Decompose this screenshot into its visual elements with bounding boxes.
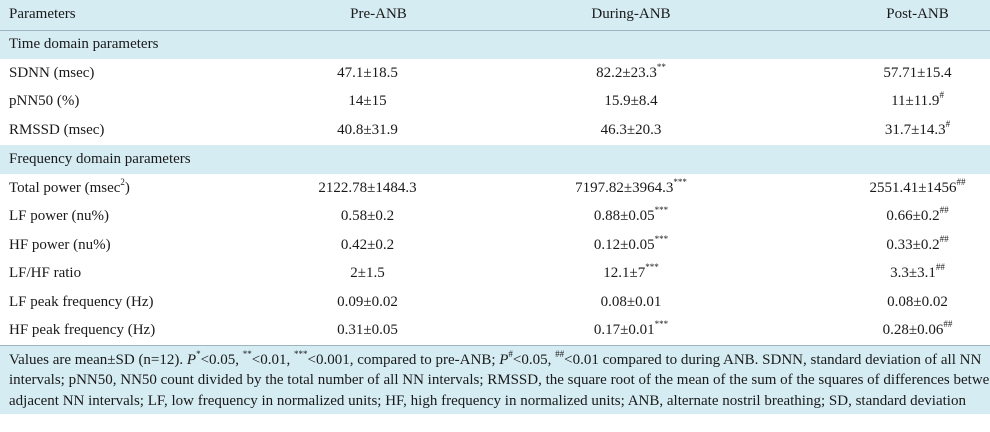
post-value: 11±11.9#	[891, 90, 944, 110]
section-title: Frequency domain parameters	[9, 150, 191, 167]
during-value: 46.3±20.3	[600, 121, 662, 138]
post-value: 57.71±15.4	[883, 64, 952, 81]
during-value: 0.17±0.01***	[593, 319, 669, 339]
header-during-anb: During-ANB	[486, 0, 776, 31]
table-row: HF power (nu%) 0.42±0.2 0.12±0.05*** 0.3…	[0, 231, 990, 260]
post-value: 0.28±0.06##	[882, 319, 953, 339]
header-post-anb: Post-ANB	[776, 0, 990, 31]
section-frequency-domain: Frequency domain parameters	[0, 144, 990, 174]
row-label: SDNN (msec)	[9, 64, 95, 81]
post-value: 3.3±3.1##	[890, 262, 945, 282]
pre-value: 2122.78±1484.3	[318, 179, 417, 196]
row-label: pNN50 (%)	[9, 93, 80, 110]
table-footnote-row: Values are mean±SD (n=12). P*<0.05, **<0…	[0, 344, 990, 415]
pre-value: 2±1.5	[350, 265, 385, 282]
hrv-parameters-table: Parameters Pre-ANB During-ANB Post-ANB T…	[0, 0, 990, 415]
row-label: LF peak frequency (Hz)	[9, 293, 154, 310]
row-label: Total power (msec2)	[9, 176, 130, 196]
post-value: 0.66±0.2##	[886, 205, 949, 225]
pre-value: 0.42±0.2	[340, 236, 395, 253]
pre-value: 14±15	[348, 93, 387, 110]
pre-value: 0.09±0.02	[337, 293, 398, 310]
during-value: 15.9±8.4	[604, 93, 658, 110]
table-row: pNN50 (%) 14±15 15.9±8.4 11±11.9#	[0, 88, 990, 117]
post-value: 2551.41±1456##	[869, 176, 966, 196]
table-row: SDNN (msec) 47.1±18.5 82.2±23.3** 57.71±…	[0, 59, 990, 88]
during-value: 12.1±7***	[603, 262, 659, 282]
table-row: Total power (msec2) 2122.78±1484.3 7197.…	[0, 174, 990, 203]
during-value: 0.08±0.01	[600, 293, 662, 310]
post-value: 0.33±0.2##	[886, 233, 949, 253]
row-label: RMSSD (msec)	[9, 121, 105, 138]
table-header-row: Parameters Pre-ANB During-ANB Post-ANB	[0, 0, 990, 31]
during-value: 0.12±0.05***	[593, 233, 669, 253]
table-row: LF/HF ratio 2±1.5 12.1±7*** 3.3±3.1##	[0, 260, 990, 289]
post-value: 0.08±0.02	[887, 293, 948, 310]
table-row: LF power (nu%) 0.58±0.2 0.88±0.05*** 0.6…	[0, 202, 990, 231]
row-label: HF peak frequency (Hz)	[9, 322, 156, 339]
during-value: 7197.82±3964.3***	[575, 176, 687, 196]
pre-value: 47.1±18.5	[337, 64, 398, 81]
table-footnote: Values are mean±SD (n=12). P*<0.05, **<0…	[0, 344, 990, 415]
pre-value: 0.58±0.2	[340, 208, 395, 225]
header-parameters: Parameters	[0, 0, 271, 31]
table-row: LF peak frequency (Hz) 0.09±0.02 0.08±0.…	[0, 288, 990, 317]
table-row: HF peak frequency (Hz) 0.31±0.05 0.17±0.…	[0, 317, 990, 346]
pre-value: 0.31±0.05	[337, 322, 398, 339]
during-value: 0.88±0.05***	[593, 205, 669, 225]
row-label: LF/HF ratio	[9, 265, 82, 282]
section-time-domain: Time domain parameters	[0, 30, 990, 59]
table-row: RMSSD (msec) 40.8±31.9 46.3±20.3 31.7±14…	[0, 116, 990, 145]
header-pre-anb: Pre-ANB	[271, 0, 486, 31]
row-label: LF power (nu%)	[9, 208, 109, 225]
row-label: HF power (nu%)	[9, 236, 111, 253]
during-value: 82.2±23.3**	[596, 61, 666, 81]
post-value: 31.7±14.3#	[884, 118, 951, 138]
section-title: Time domain parameters	[9, 36, 159, 53]
pre-value: 40.8±31.9	[337, 121, 398, 138]
